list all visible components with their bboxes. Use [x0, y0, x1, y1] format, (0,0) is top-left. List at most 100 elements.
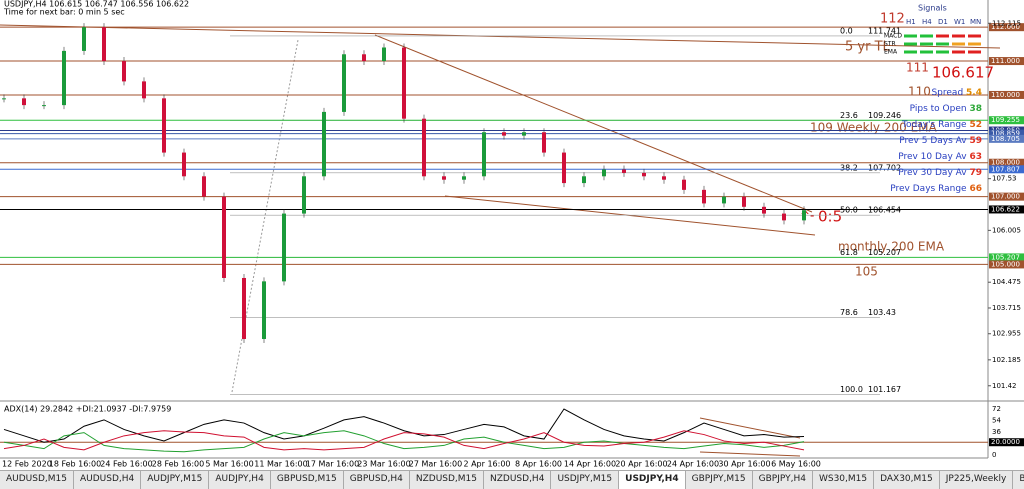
tab[interactable]: BTCUSD,Daily — [1013, 471, 1024, 489]
candle — [442, 176, 446, 180]
x-tick-label: 24 Apr 16:00 — [667, 460, 719, 469]
info-value: 63 — [969, 152, 982, 162]
tab[interactable]: AUDJPY,M15 — [141, 471, 210, 489]
info-value: 59 — [969, 136, 982, 146]
y-tick-label: 103.715 — [992, 304, 1021, 312]
tab[interactable]: GBPUSD,H4 — [344, 471, 410, 489]
price-box — [989, 90, 1024, 99]
x-tick-label: 8 Apr 16:00 — [515, 460, 562, 469]
candle — [102, 27, 106, 62]
candle — [402, 47, 406, 119]
candle — [2, 98, 6, 100]
candle — [762, 206, 766, 214]
tab[interactable]: AUDJPY,H4 — [209, 471, 271, 489]
signal-cell — [920, 50, 933, 54]
fib-level-label: 78.6 — [840, 308, 858, 317]
info-value: 38 — [969, 104, 982, 114]
price-box — [989, 57, 1024, 66]
price-box — [989, 129, 1024, 138]
candle — [582, 176, 586, 184]
signal-cell — [968, 34, 981, 38]
signal-cell — [904, 42, 917, 46]
tab[interactable]: JP225,Weekly — [940, 471, 1014, 489]
adx-line — [3, 430, 805, 451]
candle — [782, 213, 786, 221]
info-label: Pips to Open — [910, 104, 967, 114]
tab[interactable]: DAX30,M15 — [874, 471, 940, 489]
info-row: Spread 5.4 — [931, 88, 982, 98]
price-box-label: 105.000 — [991, 260, 1020, 268]
x-tick-label: 14 Apr 16:00 — [564, 460, 616, 469]
signal-cell — [936, 34, 949, 38]
candle — [742, 196, 746, 207]
candle — [142, 81, 146, 99]
candle — [622, 169, 626, 173]
price-box — [989, 165, 1024, 174]
symbol-line: USDJPY,H4 106.615 106.747 106.556 106.62… — [4, 0, 189, 9]
x-tick-label: 18 Feb 16:00 — [49, 460, 101, 469]
info-label: Prev Days Range — [890, 184, 967, 194]
signal-cell — [968, 42, 981, 46]
info-label: Prev 5 Days Av — [899, 136, 967, 146]
tab[interactable]: AUDUSD,M15 — [0, 471, 74, 489]
info-value: 66 — [969, 184, 982, 194]
candle — [702, 189, 706, 204]
tab[interactable]: GBPJPY,H4 — [753, 471, 813, 489]
fib-price-label: 105.207 — [868, 248, 901, 257]
price-box — [989, 134, 1024, 143]
info-label: Prev 30 Day Av — [898, 168, 967, 178]
x-tick-label: 23 Mar 16:00 — [357, 460, 410, 469]
signal-column: MN — [970, 18, 981, 26]
info-value: 52 — [969, 120, 982, 130]
signal-row: STR — [884, 41, 896, 48]
background — [0, 0, 1024, 470]
annotation: 112 — [880, 12, 905, 27]
x-tick-label: 6 May 16:00 — [771, 460, 821, 469]
signal-cell — [920, 34, 933, 38]
info-row: Prev 10 Day Av 63 — [898, 152, 982, 162]
signal-cell — [936, 50, 949, 54]
fib-level-label: 38.2 — [840, 163, 858, 172]
price-box-label: 109.255 — [991, 116, 1020, 124]
candle — [422, 118, 426, 177]
candle — [182, 152, 186, 177]
tab-bar: AUDUSD,M15 AUDUSD,H4 AUDJPY,M15 AUDJPY,H4 GB… — [0, 470, 1024, 489]
fib-price-label: 106.454 — [868, 206, 901, 215]
x-tick-label: 11 Mar 16:00 — [254, 460, 307, 469]
chart: USDJPY,H4 106.615 106.747 106.556 106.62… — [0, 0, 1024, 470]
signal-column: H1 — [906, 18, 916, 26]
tab[interactable]: GBPJPY,M15 — [686, 471, 753, 489]
signal-cell — [968, 50, 981, 54]
fib-price-label: 111.741 — [868, 26, 901, 35]
adx-tick-label: 72 — [992, 405, 1001, 413]
tab[interactable]: WS30,M15 — [813, 471, 875, 489]
y-tick-label: 112.115 — [992, 19, 1021, 27]
price-box — [989, 260, 1024, 269]
y-tick-label: 106.005 — [992, 226, 1021, 234]
candle — [282, 213, 286, 282]
tab[interactable]: GBPUSD,M15 — [271, 471, 344, 489]
tab[interactable]: AUDUSD,H4 — [74, 471, 142, 489]
price-box-label: 106.622 — [991, 205, 1020, 213]
tab[interactable]: NZDUSD,M15 — [410, 471, 485, 489]
fib-level-label: 100.0 — [840, 385, 863, 394]
signal-column: H4 — [922, 18, 932, 26]
price-box-label: 108.000 — [991, 159, 1020, 167]
fib-price-label: 103.43 — [868, 308, 896, 317]
candle — [302, 176, 306, 214]
candle — [122, 61, 126, 82]
info-label: Spread — [931, 88, 963, 98]
signal-cell — [952, 50, 965, 54]
adx-trend — [699, 417, 801, 439]
y-tick-label: 102.185 — [992, 356, 1021, 364]
tab[interactable]: NZDUSD,H4 — [484, 471, 552, 489]
tab[interactable]: USDJPY,M15 — [551, 471, 620, 489]
info-row: Prev 30 Day Av 79 — [898, 168, 982, 178]
signal-row: EMA — [884, 49, 898, 56]
annotation: 5 yr TL — [845, 40, 891, 55]
tab[interactable]: USDJPY,H4 — [619, 471, 686, 489]
candle — [682, 179, 686, 190]
candle — [562, 152, 566, 184]
adx-tick-label: 36 — [992, 428, 1001, 436]
x-tick-label: 27 Mar 16:00 — [409, 460, 462, 469]
